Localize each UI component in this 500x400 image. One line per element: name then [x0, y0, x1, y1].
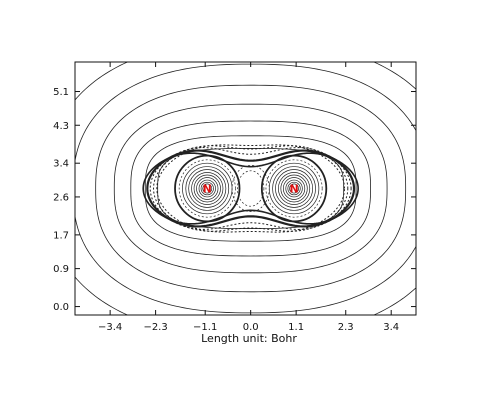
atom-label: N [203, 183, 212, 196]
y-tick-label: 4.3 [53, 121, 69, 132]
y-tick-label: 3.4 [53, 159, 69, 170]
bond-contour [237, 170, 265, 207]
core-contour [188, 169, 227, 208]
core-contour [278, 172, 311, 205]
contour-line [75, 63, 416, 314]
core-contour [185, 166, 230, 211]
core-contour [265, 159, 323, 218]
y-tick-label: 1.7 [53, 230, 69, 241]
core-contour [174, 154, 241, 223]
contour-line [153, 145, 349, 232]
core-contour [191, 172, 224, 205]
y-tick-label: 5.1 [53, 87, 69, 98]
contour-line [130, 120, 371, 257]
contour-line [95, 84, 407, 293]
core-contour [285, 179, 303, 198]
core-contour [193, 174, 221, 203]
y-tick-label: 0.9 [53, 264, 69, 275]
core-contour [178, 159, 236, 218]
x-tick-label: −3.4 [98, 322, 122, 333]
core-contour [287, 181, 301, 196]
contour-line [144, 135, 357, 242]
core-contour [260, 154, 328, 223]
y-tick-label: 2.6 [53, 192, 69, 203]
x-tick-label: 0.0 [243, 322, 259, 333]
core-contour [275, 169, 314, 208]
x-tick-label: 2.3 [338, 322, 354, 333]
x-tick-label: −2.3 [143, 322, 167, 333]
core-contour [282, 177, 306, 200]
core-contour [280, 174, 308, 203]
core-contour [200, 181, 214, 196]
y-axis: 0.0 0.9 1.7 2.6 3.4 4.3 5.1 [53, 87, 416, 313]
contour-line [142, 152, 359, 225]
y-tick-label: 0.0 [53, 302, 69, 313]
x-axis-title: Length unit: Bohr [201, 332, 297, 345]
core-contour [198, 179, 216, 198]
core-contour [289, 183, 299, 194]
contour-line [156, 144, 345, 233]
x-tick-label: −1.1 [193, 322, 217, 333]
contour-lines [75, 62, 416, 315]
x-axis: −3.4 −2.3 −1.1 0.0 1.1 2.3 3.4 [98, 62, 399, 333]
core-contour [196, 177, 219, 200]
bond-contour [231, 164, 270, 213]
core-contour [202, 183, 213, 194]
atom-label: N [289, 183, 298, 196]
contour-line [113, 103, 388, 274]
x-tick-label: 3.4 [383, 322, 399, 333]
core-contour [272, 166, 316, 211]
contour-line [146, 149, 356, 228]
plot-frame [74, 61, 417, 316]
x-tick-label: 1.1 [288, 322, 304, 333]
